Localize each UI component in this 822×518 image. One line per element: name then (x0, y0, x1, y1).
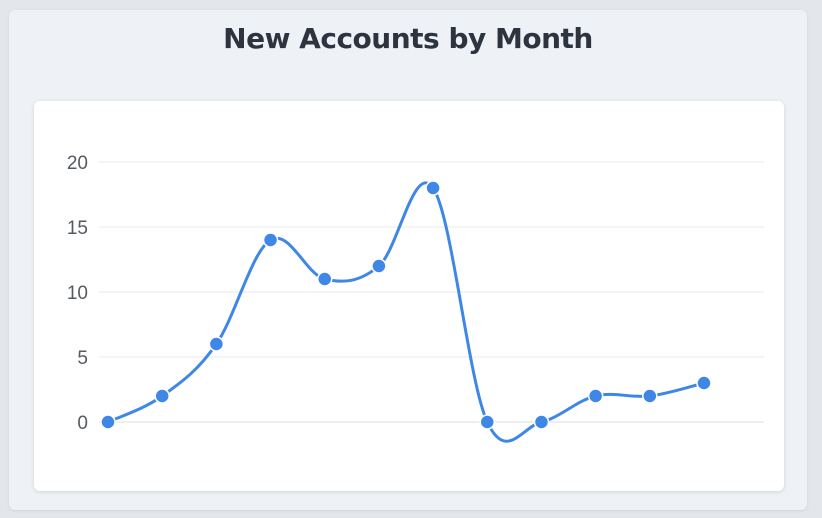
data-point[interactable] (208, 336, 225, 352)
y-tick-label: 5 (77, 348, 88, 369)
data-point[interactable] (587, 388, 604, 404)
y-tick-label: 20 (67, 153, 88, 174)
series-line (106, 181, 706, 443)
data-point[interactable] (479, 414, 496, 430)
data-point[interactable] (696, 375, 712, 391)
data-point[interactable] (316, 271, 333, 287)
y-tick-label: 15 (67, 218, 88, 239)
y-tick-label: 10 (67, 283, 88, 304)
data-point[interactable] (533, 414, 550, 430)
data-point[interactable] (100, 414, 116, 430)
chart-card (34, 101, 784, 491)
data-point[interactable] (262, 232, 279, 248)
y-tick-label: 0 (77, 413, 88, 434)
data-point[interactable] (154, 388, 170, 404)
data-point[interactable] (642, 388, 658, 404)
chart-title: New Accounts by Month (223, 22, 593, 55)
data-point[interactable] (425, 180, 441, 196)
data-point[interactable] (371, 258, 387, 274)
